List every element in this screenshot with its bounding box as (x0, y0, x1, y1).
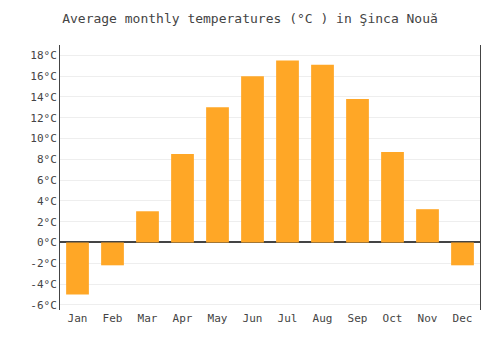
svg-text:-4°C: -4°C (30, 278, 57, 291)
svg-text:18°C: 18°C (30, 49, 57, 62)
svg-text:2°C: 2°C (37, 216, 57, 229)
svg-text:Nov: Nov (418, 312, 438, 325)
svg-text:-6°C: -6°C (30, 299, 57, 312)
svg-text:-2°C: -2°C (30, 257, 57, 270)
svg-text:10°C: 10°C (30, 132, 57, 145)
svg-text:16°C: 16°C (30, 70, 57, 83)
svg-text:Apr: Apr (173, 312, 193, 325)
svg-text:4°C: 4°C (37, 195, 57, 208)
svg-text:0°C: 0°C (37, 236, 57, 249)
svg-text:Sep: Sep (348, 312, 368, 325)
svg-text:Dec: Dec (453, 312, 473, 325)
svg-text:Feb: Feb (103, 312, 123, 325)
svg-text:Average monthly temperatures (: Average monthly temperatures (°C ) in Şi… (62, 11, 438, 26)
svg-text:Mar: Mar (138, 312, 158, 325)
svg-text:Jul: Jul (278, 312, 298, 325)
svg-text:14°C: 14°C (30, 91, 57, 104)
svg-text:12°C: 12°C (30, 112, 57, 125)
svg-text:May: May (208, 312, 228, 325)
svg-text:6°C: 6°C (37, 174, 57, 187)
svg-text:8°C: 8°C (37, 153, 57, 166)
svg-text:Oct: Oct (383, 312, 403, 325)
svg-text:Jan: Jan (68, 312, 88, 325)
svg-text:Jun: Jun (243, 312, 263, 325)
svg-text:Aug: Aug (313, 312, 333, 325)
